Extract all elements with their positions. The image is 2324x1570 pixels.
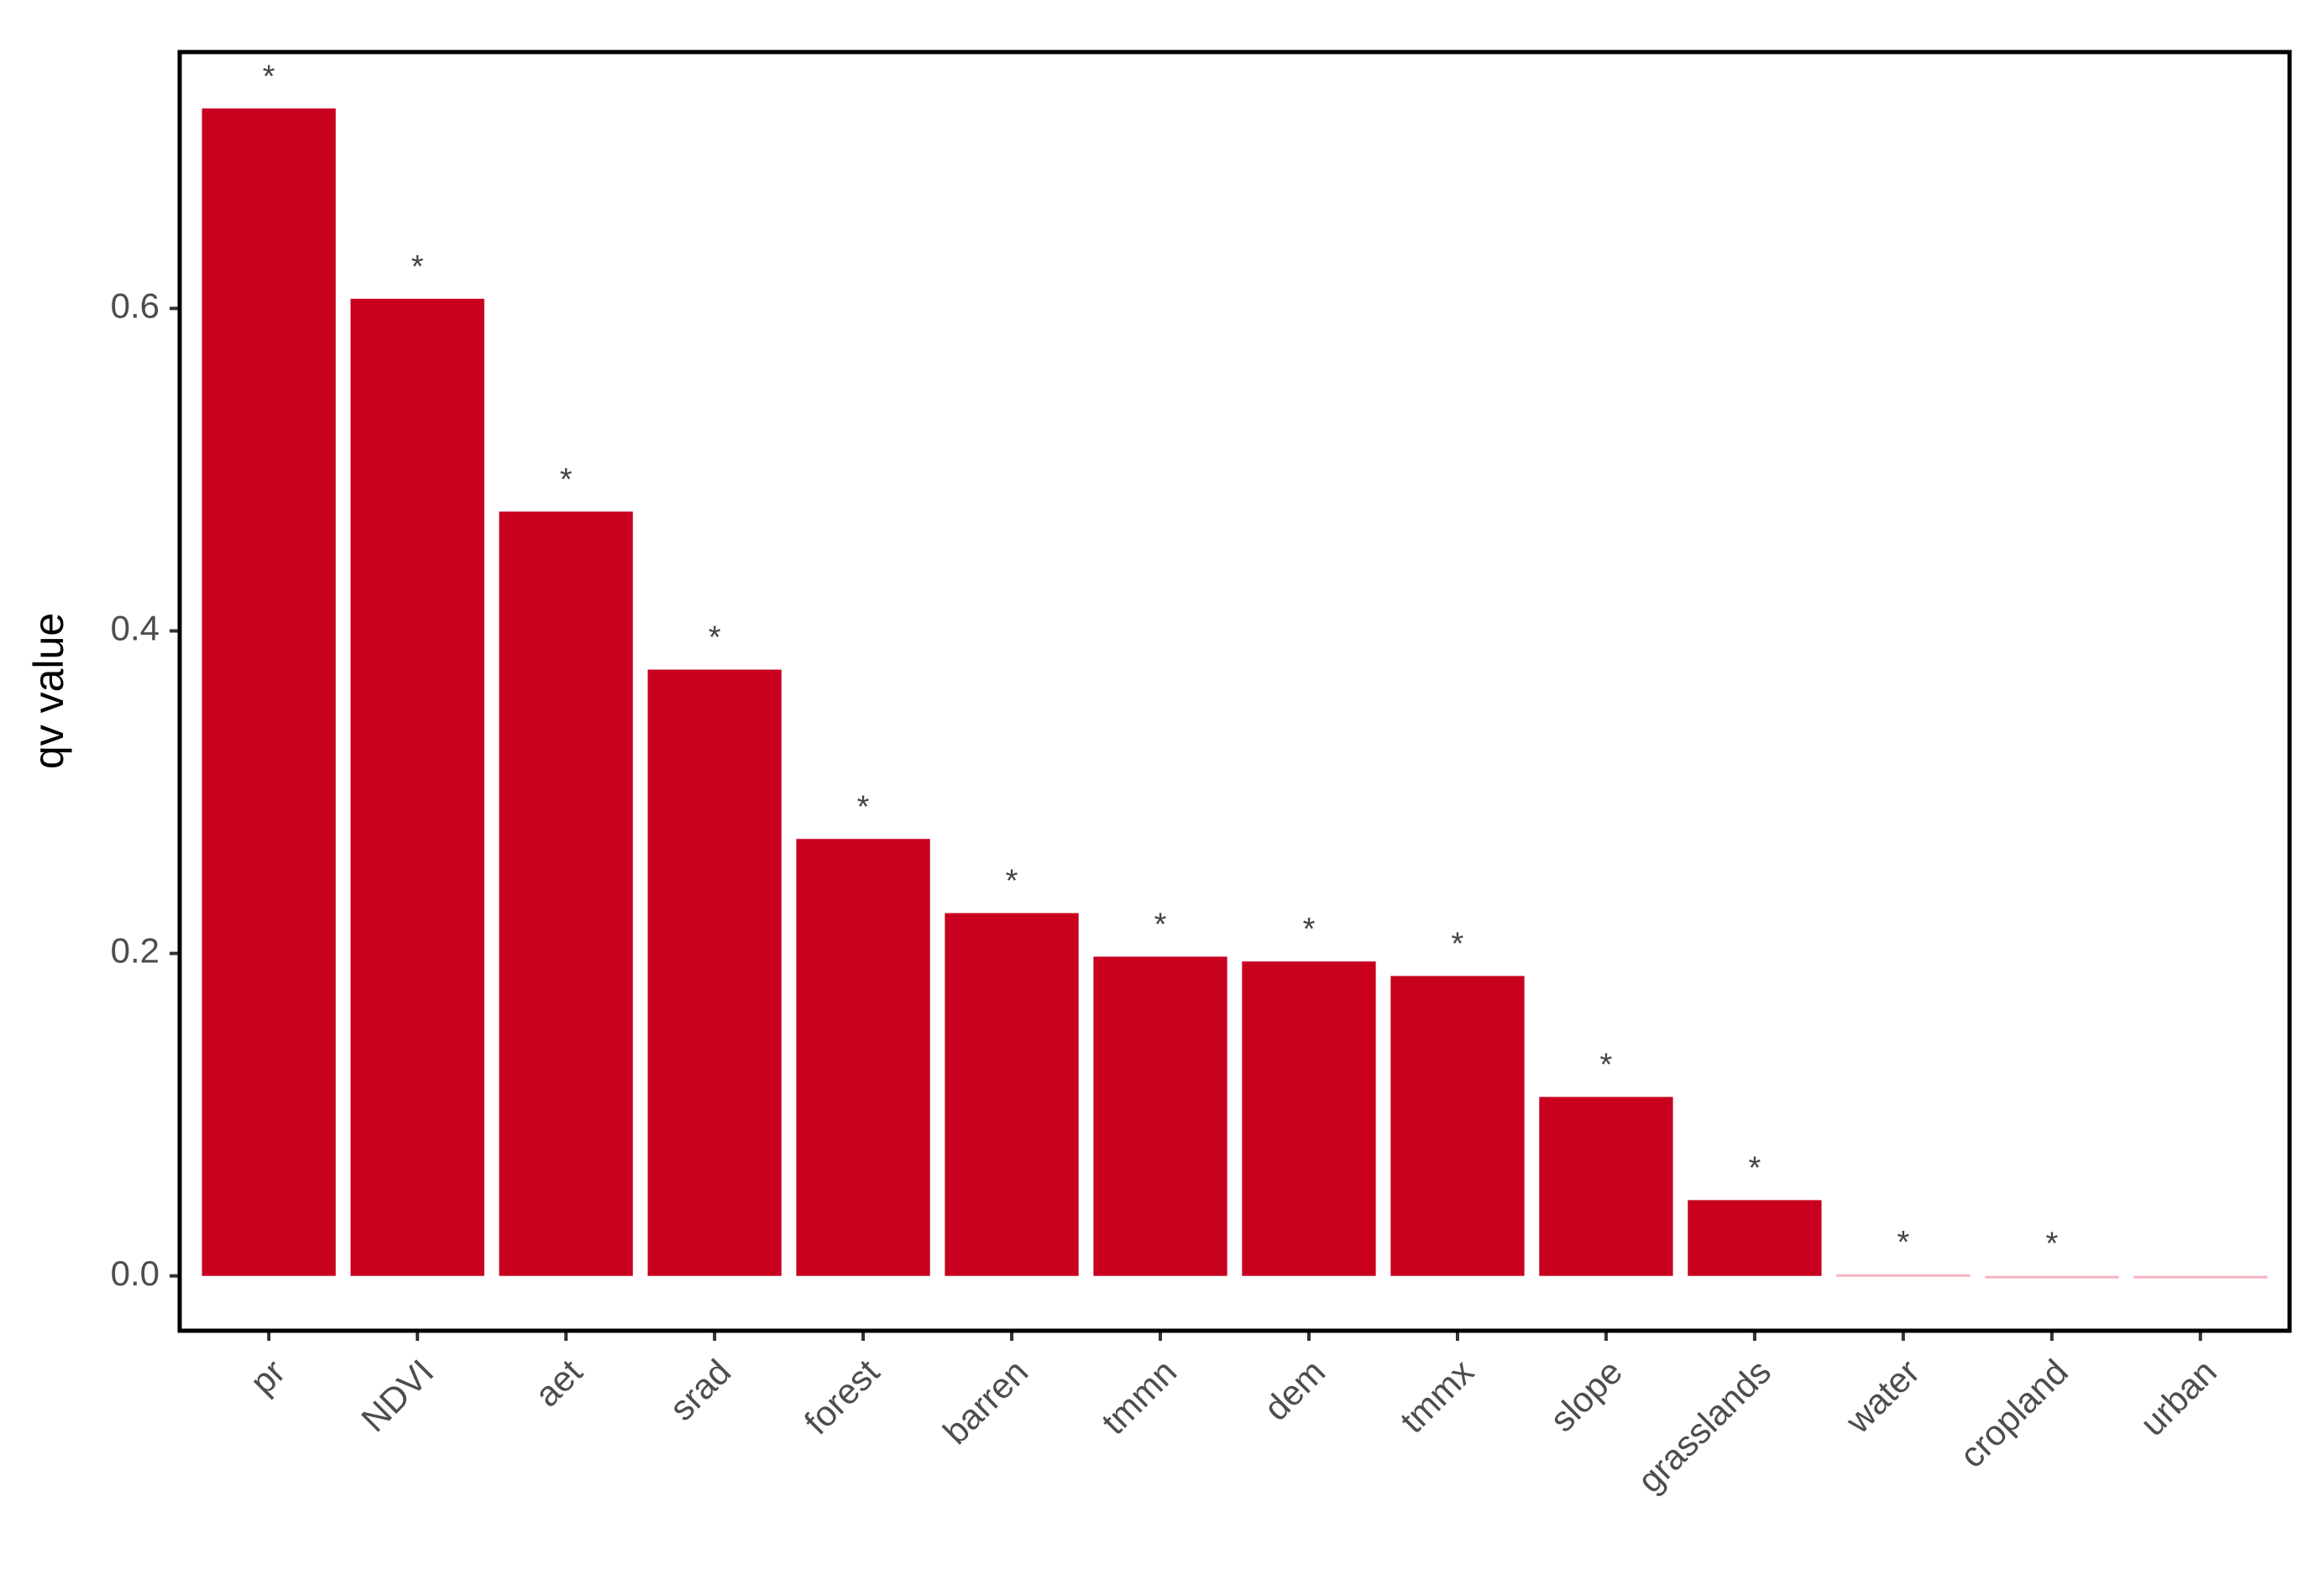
y-tick-label: 0.2 xyxy=(111,931,160,971)
bar xyxy=(1093,956,1227,1276)
bar xyxy=(1539,1096,1673,1276)
x-tick-label: slope xyxy=(1542,1352,1630,1439)
bar xyxy=(945,913,1079,1276)
significance-label: * xyxy=(709,620,721,656)
bar xyxy=(796,839,930,1276)
bar xyxy=(202,108,336,1276)
x-tick-label: grasslands xyxy=(1630,1352,1778,1500)
significance-label: * xyxy=(1897,1225,1909,1260)
x-tick-label: srad xyxy=(662,1352,738,1428)
bar xyxy=(1390,976,1525,1276)
bar xyxy=(1688,1200,1822,1276)
significance-label: * xyxy=(857,789,870,824)
x-tick-label: tmmx xyxy=(1392,1352,1481,1441)
significance-label: * xyxy=(1452,927,1464,962)
x-tick-label: dem xyxy=(1256,1352,1332,1428)
significance-label: * xyxy=(1303,912,1316,947)
x-tick-label: tmmn xyxy=(1094,1352,1184,1442)
significance-label: * xyxy=(560,462,573,497)
significance-label: * xyxy=(1600,1048,1613,1083)
bar xyxy=(1836,1274,1971,1277)
bar xyxy=(647,669,782,1276)
significance-label: * xyxy=(2045,1227,2058,1262)
plot-frame xyxy=(177,50,2292,1333)
x-tick-label: barren xyxy=(935,1352,1035,1452)
x-tick-label: urban xyxy=(2133,1352,2224,1443)
bar xyxy=(2133,1275,2268,1279)
bar xyxy=(499,511,633,1276)
y-axis-title: qv value xyxy=(25,613,72,769)
y-tick-label: 0.0 xyxy=(111,1253,160,1293)
significance-label: * xyxy=(263,59,275,94)
bar xyxy=(350,298,484,1276)
bar xyxy=(1242,961,1376,1276)
significance-label: * xyxy=(411,249,424,285)
x-tick-label: forest xyxy=(797,1352,887,1442)
bar xyxy=(1985,1275,2119,1279)
x-tick-label: NDVI xyxy=(353,1352,441,1439)
significance-label: * xyxy=(1154,907,1167,942)
y-tick-label: 0.4 xyxy=(111,609,160,648)
y-tick-label: 0.6 xyxy=(111,285,160,325)
significance-label: * xyxy=(1006,864,1018,899)
significance-label: * xyxy=(1749,1150,1761,1185)
x-tick-label: pr xyxy=(243,1352,293,1402)
x-tick-label: cropland xyxy=(1952,1352,2075,1475)
x-tick-label: water xyxy=(1838,1352,1928,1442)
x-tick-label: aet xyxy=(527,1352,590,1415)
